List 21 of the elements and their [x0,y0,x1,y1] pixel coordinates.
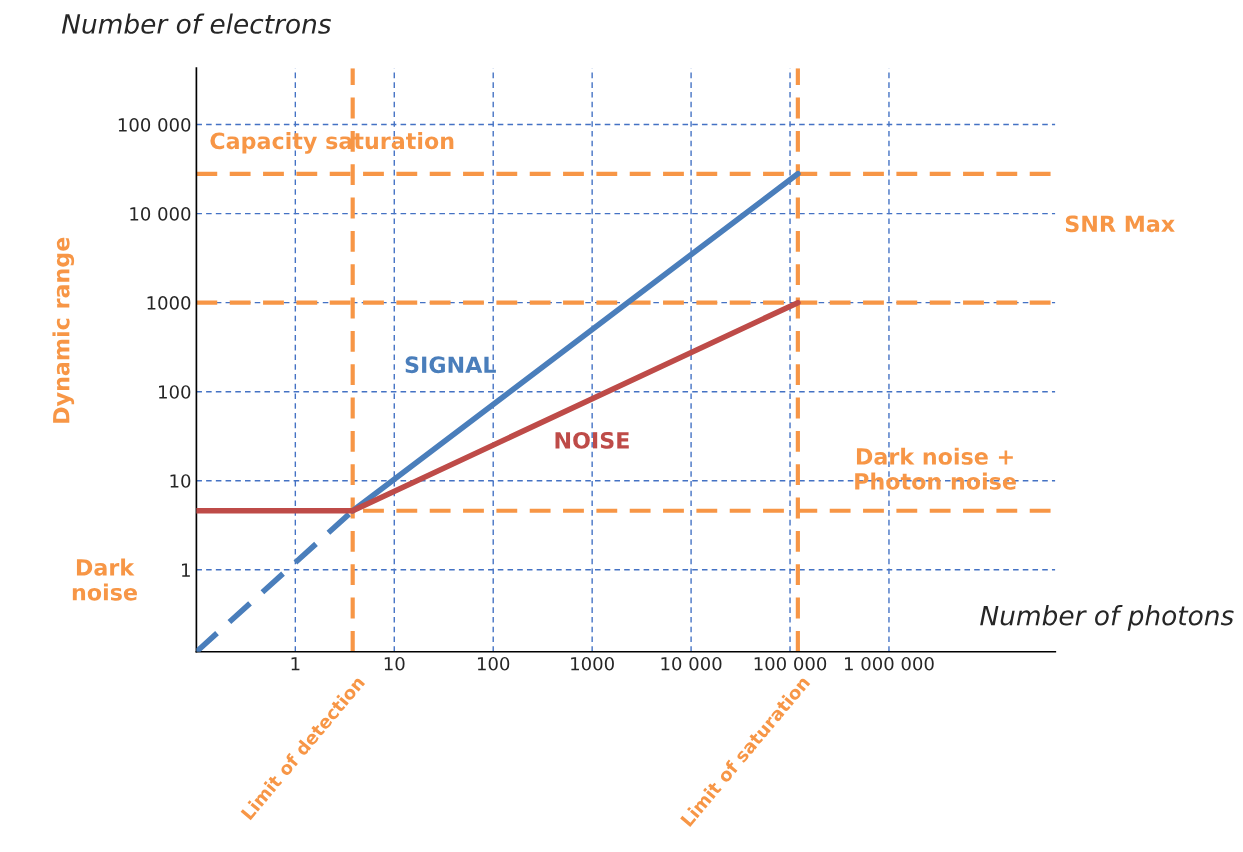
series-label: SIGNAL [405,356,496,374]
text: SNR Max [1065,215,1175,233]
x-tick-label: 100 [477,656,510,671]
y-tick-label: 10 000 [130,207,191,221]
y-axis-title: Number of electrons [61,13,332,34]
y-tick-label: 100 [159,385,191,399]
y-tick-label: 10 [170,474,191,488]
x-tick-label: 1 000 000 [845,656,934,671]
y-tick-label: 1000 [147,296,191,310]
annotation: Dark noise + Photon noise [855,447,1016,490]
text: Dynamic range [52,237,75,423]
y-tick-label: 1 [182,563,190,577]
y-tick-label: 100 000 [118,118,191,132]
x-tick-label: 100 000 [754,656,827,671]
text: Dark noise [72,558,137,601]
series-label: NOISE [555,431,629,449]
x-tick-label: 1000 [571,656,614,671]
x-tick-label: 10 000 [661,656,722,671]
x-axis-title: Number of photons [980,605,1234,631]
x-tick-label: 1 [291,657,300,671]
x-tick-label: 10 [384,656,405,671]
